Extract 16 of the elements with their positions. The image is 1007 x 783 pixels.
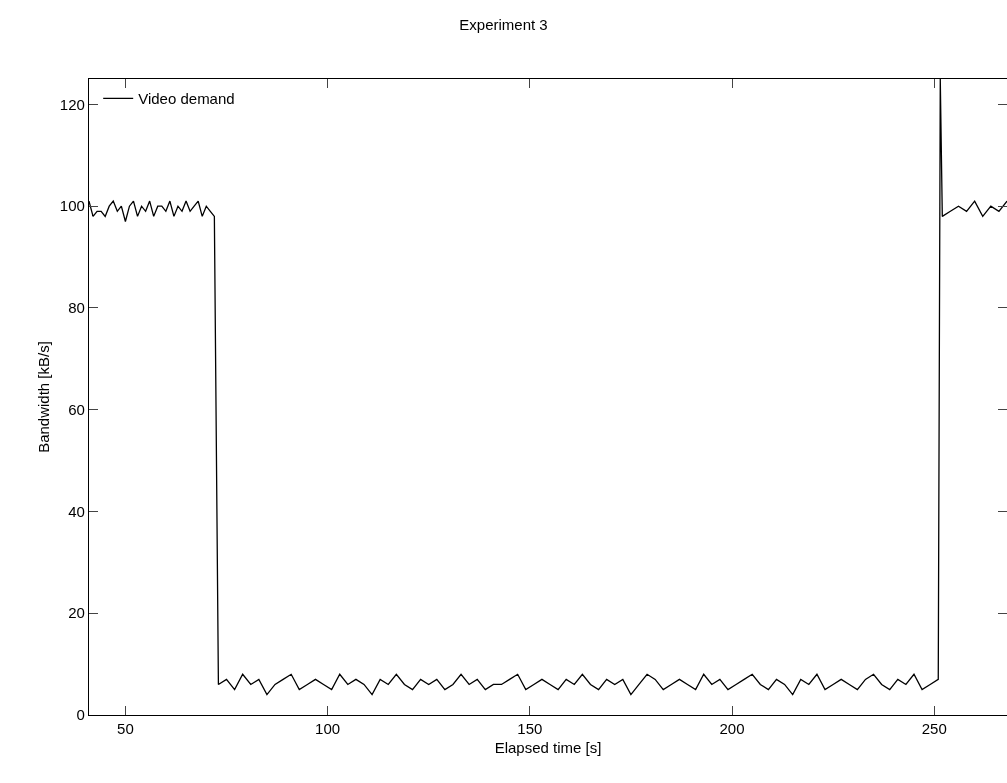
x-axis-title: Elapsed time [s] [494,739,602,757]
x-tick-label: 100 [315,720,341,738]
chart-title: Experiment 3 [459,16,548,34]
y-tick-label: 40 [68,502,85,520]
y-tick-label: 80 [68,299,85,317]
x-tick-label: 200 [719,720,745,738]
y-tick-label: 100 [59,197,85,215]
y-tick-label: 60 [68,400,85,418]
x-tick-label: 250 [921,720,947,738]
y-axis-title: Bandwidth [kB/s] [34,341,52,453]
y-tick-label: 120 [59,95,85,113]
legend-label: Video demand [138,90,235,108]
y-tick-label: 0 [76,706,85,724]
x-tick-label: 50 [117,720,134,738]
x-tick-label: 150 [517,720,543,738]
y-tick-label: 20 [68,604,85,622]
